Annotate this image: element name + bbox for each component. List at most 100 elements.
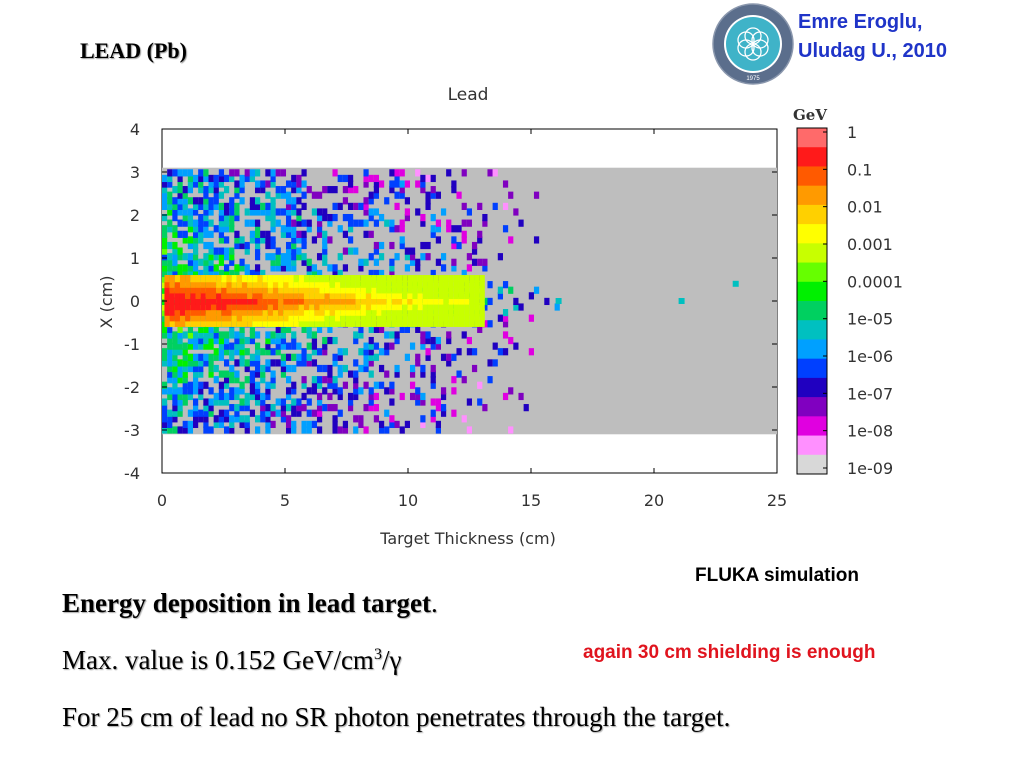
heatmap-cell <box>311 359 318 367</box>
heatmap-cell <box>301 426 307 434</box>
heatmap-cell <box>229 348 235 356</box>
heatmap-cell <box>373 258 380 266</box>
beam-cell <box>381 291 387 300</box>
heatmap-cell <box>229 353 235 361</box>
heatmap-cell <box>404 353 411 361</box>
beam-cell <box>386 308 392 316</box>
heatmap-cell <box>229 364 235 373</box>
heatmap-cell <box>254 253 261 261</box>
heatmap-cell <box>466 208 472 216</box>
beam-cell <box>386 297 392 305</box>
heatmap-cell <box>363 258 369 266</box>
heatmap-cell <box>466 336 472 345</box>
beam-cell <box>391 280 397 288</box>
heatmap-cell <box>296 213 302 222</box>
heatmap-cell <box>301 404 307 412</box>
heatmap-cell <box>451 353 457 361</box>
beam-cell <box>252 302 258 311</box>
beam-cell <box>288 302 294 311</box>
heatmap-cell <box>177 208 183 216</box>
beam-cell <box>422 308 428 316</box>
heatmap-cell <box>456 191 462 199</box>
heatmap-cell <box>368 191 374 199</box>
heatmap-cell <box>218 392 225 401</box>
heatmap-cell <box>420 420 426 429</box>
beam-cell <box>314 319 320 327</box>
heatmap-cell <box>373 381 380 389</box>
heatmap-cell <box>471 258 478 266</box>
heatmap-cell <box>208 258 214 266</box>
beam-cell <box>288 275 294 283</box>
heatmap-cell <box>265 253 271 261</box>
heatmap-cell <box>198 387 204 395</box>
heatmap-cell <box>368 174 374 183</box>
beam-cell <box>355 297 361 305</box>
heatmap-cell <box>316 376 323 384</box>
beam-cell <box>350 314 356 322</box>
heatmap-cell <box>254 426 261 434</box>
heatmap-cell <box>177 370 183 378</box>
heatmap-cell <box>203 191 209 199</box>
heatmap-cell <box>239 381 245 389</box>
heatmap-cell <box>203 415 209 423</box>
heatmap-cell <box>482 264 488 272</box>
beam-cell <box>293 308 299 316</box>
beam-cell <box>386 314 392 322</box>
beam-cell <box>241 286 248 294</box>
beam-cell <box>252 319 258 327</box>
heatmap-cell <box>291 420 297 429</box>
heatmap-cell <box>342 247 349 255</box>
beam-cell <box>247 275 253 283</box>
heatmap-cell <box>162 359 168 367</box>
heatmap-cell <box>203 202 209 210</box>
heatmap-cell <box>384 331 390 339</box>
heatmap-cell <box>301 381 307 389</box>
heatmap-cell <box>296 186 302 194</box>
beam-cell <box>293 286 299 294</box>
heatmap-cell <box>306 258 312 266</box>
beam-cell <box>448 275 454 283</box>
heatmap-cell <box>177 336 183 345</box>
heatmap-cell <box>162 247 168 255</box>
heatmap-cell <box>332 264 338 272</box>
beam-cell <box>386 319 392 327</box>
heatmap-cell <box>337 225 343 233</box>
beam-cell <box>371 286 377 294</box>
heatmap-cell <box>373 186 380 194</box>
heatmap-cell <box>528 314 534 322</box>
heatmap-cell <box>285 219 292 227</box>
heatmap-cell <box>167 353 173 361</box>
heatmap-cell <box>306 325 312 333</box>
heatmap-cell <box>394 202 400 210</box>
heatmap-cell <box>316 409 323 417</box>
heatmap-cell <box>306 269 312 278</box>
heatmap-cell <box>187 253 194 261</box>
beam-cell <box>371 297 377 305</box>
beam-cell <box>340 302 346 311</box>
beam-cell <box>303 297 310 305</box>
beam-cell <box>278 314 284 322</box>
beam-cell <box>272 308 279 316</box>
heatmap-cell <box>337 392 343 401</box>
heatmap-cell <box>456 348 462 356</box>
beam-cell <box>345 297 351 305</box>
heatmap-cell <box>311 264 318 272</box>
heatmap-cell <box>389 241 395 250</box>
heatmap-cell <box>192 370 199 378</box>
heatmap-cell <box>234 342 240 350</box>
heatmap-cell <box>482 297 488 306</box>
heatmap-cell <box>389 420 395 429</box>
heatmap-cell <box>208 398 214 406</box>
beam-cell <box>216 297 222 305</box>
heatmap-cell <box>223 376 230 384</box>
heatmap-cell <box>275 258 281 266</box>
beam-cell <box>195 286 201 294</box>
heatmap-cell <box>420 370 426 378</box>
beam-cell <box>169 319 175 327</box>
heatmap-cell <box>223 415 230 423</box>
heatmap-cell <box>337 174 343 183</box>
beam-cell <box>252 275 258 283</box>
scatter-cells <box>162 169 560 434</box>
heatmap-cell <box>528 348 534 356</box>
heatmap-cell <box>208 342 214 350</box>
